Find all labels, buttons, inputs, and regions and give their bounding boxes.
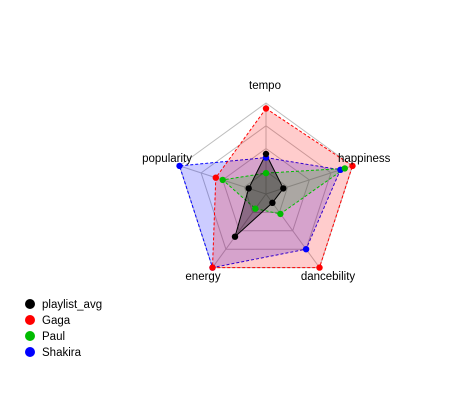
axis-label-energy: energy [185,271,220,283]
grid-ring-3 [200,125,332,250]
legend-label-shakira: Shakira [42,347,82,359]
point-gaga-happiness [349,162,356,170]
point-playlist-avg-dancebility [269,199,276,206]
radar-series [176,105,356,271]
point-paul-energy [252,205,259,212]
point-playlist-avg-happiness [280,185,287,192]
point-paul-happiness [341,165,348,172]
axis-label-happiness: happiness [338,153,391,165]
axis-label-tempo: tempo [249,80,281,92]
point-gaga-dancebility [316,264,323,271]
axis-label-dancebility: dancebility [301,271,356,283]
grid-ring-2 [222,147,310,232]
point-paul-tempo [262,169,270,177]
point-playlist-avg-popularity [245,185,252,192]
grid-ring-1 [243,170,289,213]
point-shakira-dancebility [302,246,310,253]
point-playlist-avg-tempo [262,150,270,158]
legend-marker-gaga [25,315,35,325]
legend-marker-playlist-avg [25,299,35,309]
series-area-shakira [178,157,342,269]
legend-marker-shakira [25,347,35,357]
point-gaga-tempo [262,105,270,112]
legend-marker-paul [25,331,35,341]
legend-label-paul: Paul [42,331,65,343]
point-playlist-avg-energy [231,233,239,240]
legend-label-playlist-avg: playlist_avg [42,299,102,311]
point-paul-dancebility [277,210,284,218]
axis-labels: tempo happiness dancebility energy popul… [142,80,391,283]
point-gaga-energy [209,264,216,271]
point-paul-popularity [219,176,226,184]
grid-ring-4 [178,102,354,269]
point-shakira-popularity [176,162,183,170]
series-area-playlist-avg [234,152,284,239]
axis-spoke-dancebility [265,193,320,268]
legend-label-gaga: Gaga [42,315,71,327]
axis-label-popularity: popularity [142,153,192,165]
legend: playlist_avg Gaga Paul Shakira [25,299,102,359]
point-gaga-popularity [212,174,219,181]
